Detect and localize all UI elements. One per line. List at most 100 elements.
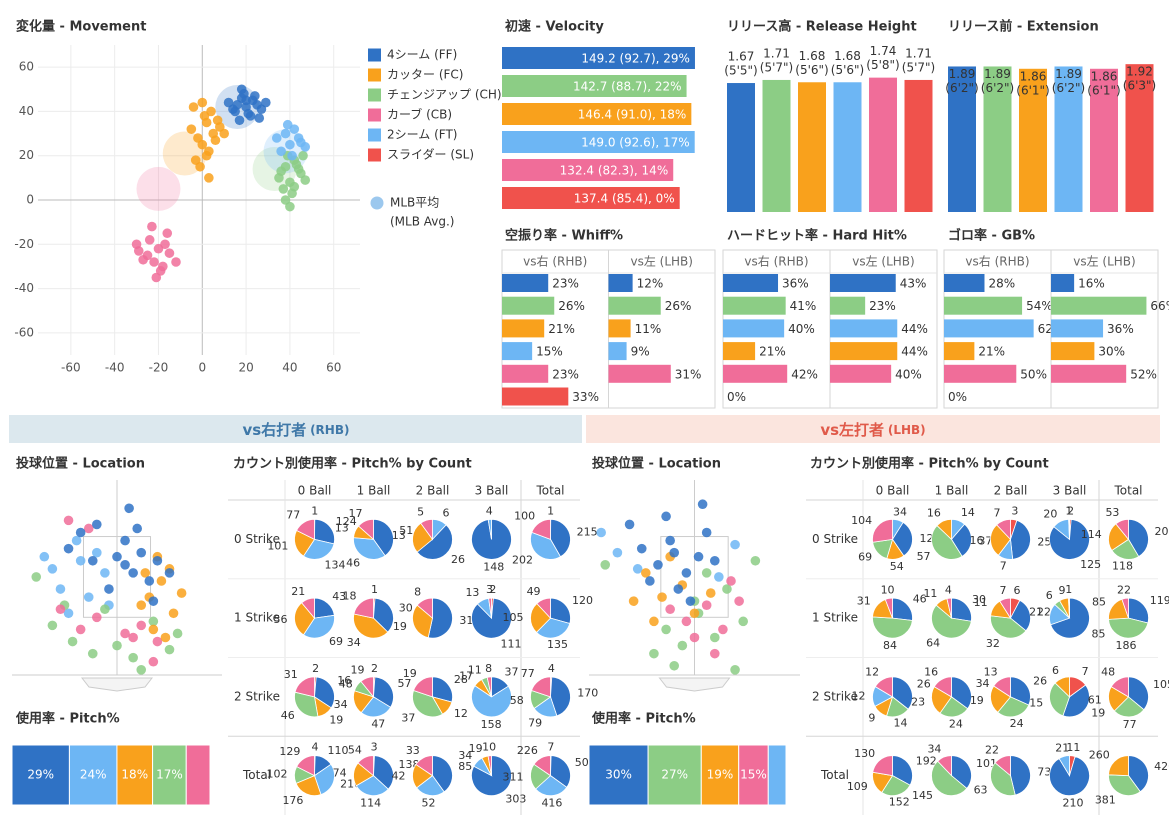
bar-label: 23% bbox=[552, 367, 579, 381]
point bbox=[665, 604, 675, 615]
pie-slice bbox=[357, 755, 374, 777]
slice-label: 43 bbox=[332, 590, 346, 603]
point bbox=[186, 124, 197, 134]
pie-slice bbox=[874, 676, 893, 698]
pie-slice bbox=[1010, 755, 1031, 796]
bar-label: 15% bbox=[536, 345, 563, 359]
column-header: 1 Ball bbox=[357, 484, 391, 498]
point bbox=[133, 246, 144, 256]
point bbox=[128, 652, 138, 663]
point bbox=[709, 555, 720, 566]
pie-slice bbox=[535, 617, 571, 639]
bar bbox=[502, 47, 695, 69]
point bbox=[132, 523, 142, 534]
point bbox=[730, 539, 740, 550]
column-header: 0 Ball bbox=[298, 484, 332, 498]
bar-label: 1.86 bbox=[1020, 69, 1047, 83]
slice-label: 69 bbox=[329, 635, 343, 648]
slice-label: 111 bbox=[501, 638, 522, 651]
bar-label: 31% bbox=[675, 367, 702, 381]
slice-label: 4 bbox=[311, 741, 318, 754]
bar-sublabel: (6'3") bbox=[1123, 79, 1156, 93]
bar bbox=[944, 319, 1034, 338]
bar-sublabel: (5'6") bbox=[831, 63, 864, 77]
slice-label: 158 bbox=[481, 718, 502, 731]
bar-label: 43% bbox=[900, 277, 927, 291]
point bbox=[705, 588, 716, 598]
slice-label: 21 bbox=[1055, 742, 1069, 755]
bar bbox=[502, 274, 549, 292]
point bbox=[701, 600, 712, 610]
point bbox=[120, 628, 130, 639]
point bbox=[734, 596, 744, 606]
bar-label: 1.67 bbox=[728, 50, 755, 64]
slice-label: 303 bbox=[505, 793, 526, 806]
y-tick-label: -60 bbox=[14, 325, 34, 339]
pie-slice bbox=[892, 597, 913, 621]
point bbox=[219, 128, 229, 139]
point bbox=[628, 596, 639, 606]
pie-slice bbox=[990, 762, 1016, 796]
point bbox=[112, 551, 122, 562]
slice-label: 61 bbox=[1088, 693, 1102, 706]
point bbox=[632, 564, 643, 574]
pie-slice bbox=[530, 531, 562, 560]
slice-label: 34 bbox=[893, 505, 907, 518]
slice-label: 6 bbox=[1046, 589, 1053, 602]
point bbox=[685, 596, 696, 606]
slice-label: 31 bbox=[857, 595, 871, 608]
slice-label: 114 bbox=[360, 796, 381, 809]
bar-label: 146.4 (91.0), 18% bbox=[578, 108, 687, 122]
slice-label: 6 bbox=[1013, 584, 1020, 597]
chart-title: 投球位置 - Location bbox=[16, 456, 145, 472]
section-band bbox=[9, 415, 582, 443]
slice-label: 9 bbox=[868, 711, 875, 724]
bar bbox=[833, 82, 862, 213]
bar bbox=[608, 364, 671, 383]
bar-label: 44% bbox=[901, 322, 928, 336]
pie-slice bbox=[996, 518, 1011, 541]
bar bbox=[1051, 274, 1075, 292]
slice-label: 51 bbox=[399, 524, 413, 537]
point bbox=[67, 636, 78, 647]
legend-label: 2シーム (FT) bbox=[387, 128, 457, 142]
point bbox=[204, 173, 214, 183]
pie-slice bbox=[412, 522, 434, 553]
row-header: 2 Strike bbox=[234, 689, 280, 703]
pie-slice bbox=[999, 597, 1011, 620]
slice-label: 130 bbox=[854, 747, 875, 760]
point bbox=[714, 572, 724, 582]
point bbox=[136, 547, 147, 558]
point bbox=[92, 547, 102, 558]
bar-label: 1.68 bbox=[799, 49, 826, 63]
row-header: 1 Strike bbox=[234, 611, 280, 625]
slice-label: 85 bbox=[458, 760, 472, 773]
bar bbox=[1054, 66, 1083, 212]
point bbox=[168, 608, 179, 619]
point bbox=[92, 519, 102, 530]
bar bbox=[830, 274, 896, 292]
bar bbox=[502, 387, 569, 406]
slice-label: 3 bbox=[371, 741, 378, 754]
bar-sublabel: (5'5") bbox=[724, 64, 757, 78]
slice-label: 21 bbox=[291, 585, 305, 598]
slice-label: 1 bbox=[1065, 583, 1072, 596]
point bbox=[300, 175, 311, 185]
point bbox=[298, 150, 308, 161]
slice-label: 24 bbox=[949, 718, 963, 731]
bar-label: 1.74 bbox=[870, 44, 897, 58]
pie-slice bbox=[360, 676, 374, 699]
bar bbox=[983, 66, 1012, 212]
slice-label: 77 bbox=[521, 667, 535, 680]
slice-label: 54 bbox=[348, 743, 362, 756]
point bbox=[148, 624, 159, 635]
point bbox=[171, 257, 181, 267]
slice-label: 16 bbox=[970, 534, 984, 547]
pie-slice bbox=[416, 597, 433, 619]
slice-label: 26 bbox=[451, 553, 465, 566]
legend-swatch bbox=[368, 108, 381, 122]
slice-label: 13 bbox=[465, 586, 479, 599]
point bbox=[689, 632, 700, 643]
bar bbox=[502, 342, 533, 361]
pie-slice bbox=[933, 676, 952, 698]
